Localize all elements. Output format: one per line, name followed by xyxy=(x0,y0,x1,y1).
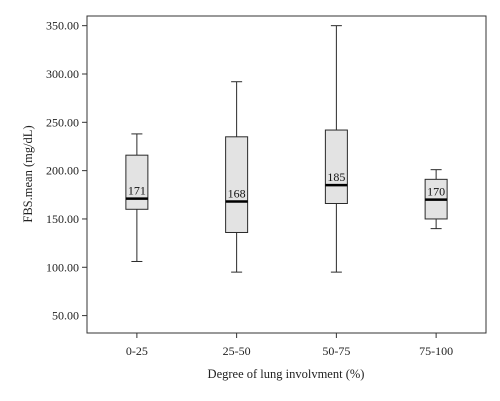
median-label: 185 xyxy=(327,170,345,184)
box-75-100: 170 xyxy=(424,169,448,230)
box-50-75: 185 xyxy=(324,25,348,273)
box-25-50: 168 xyxy=(225,81,249,273)
x-axis: 0-25 25-50 50-75 75-100 xyxy=(126,333,453,358)
x-tick-label: 0-25 xyxy=(126,344,148,358)
y-tick-label: 250.00 xyxy=(46,115,79,129)
median-label: 171 xyxy=(128,184,146,198)
iqr-box xyxy=(125,154,149,210)
y-tick-label: 200.00 xyxy=(46,164,79,178)
x-tick-label: 25-50 xyxy=(223,344,251,358)
median-label: 168 xyxy=(228,187,246,201)
y-tick-label: 100.00 xyxy=(46,260,79,274)
plot-frame xyxy=(86,15,487,334)
y-tick-label: 300.00 xyxy=(46,67,79,81)
x-axis-label: Degree of lung involvment (%) xyxy=(208,367,365,381)
y-axis: 50.00 100.00 150.00 200.00 250.00 300.00 350.0… xyxy=(46,19,87,323)
y-axis-label: FBS.mean (mg/dL) xyxy=(21,125,35,222)
x-tick-label: 50-75 xyxy=(322,344,350,358)
y-tick-label: 150.00 xyxy=(46,212,79,226)
box-0-25: 171 xyxy=(125,133,149,262)
median-label: 170 xyxy=(427,185,445,199)
x-tick-label: 75-100 xyxy=(419,344,453,358)
y-tick-label: 50.00 xyxy=(52,309,79,323)
iqr-box xyxy=(225,136,249,233)
iqr-box xyxy=(324,129,348,204)
box-series: 171 168 185 170 xyxy=(125,25,448,273)
y-tick-label: 350.00 xyxy=(46,19,79,33)
